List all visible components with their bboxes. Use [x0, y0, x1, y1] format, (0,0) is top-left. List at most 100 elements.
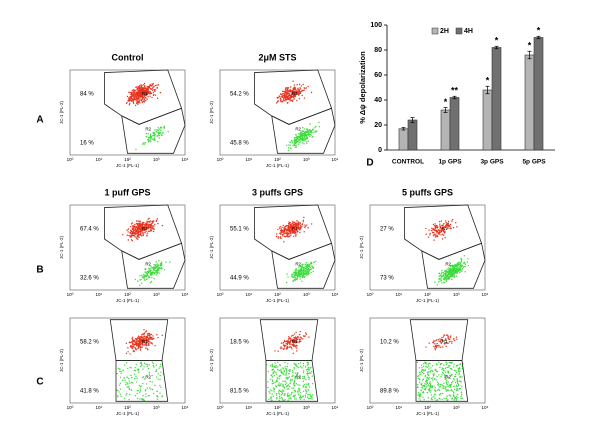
event-dot — [450, 264, 452, 267]
event-dot — [295, 341, 297, 344]
event-dot — [146, 365, 149, 368]
gate — [271, 107, 336, 154]
event-dot — [460, 395, 462, 398]
event-dot — [295, 228, 297, 231]
event-dot — [158, 128, 160, 130]
event-dot — [134, 278, 137, 281]
event-dot — [143, 362, 146, 365]
event-dot — [153, 337, 155, 340]
event-dot — [120, 370, 122, 373]
event-dot — [452, 366, 455, 368]
event-dot — [149, 380, 151, 383]
event-dot — [300, 391, 302, 394]
event-dot — [430, 398, 433, 400]
event-dot — [421, 371, 424, 374]
event-dot — [277, 350, 279, 352]
bar — [533, 37, 544, 151]
event-dot — [456, 388, 458, 390]
event-dot — [152, 271, 154, 274]
y-axis-label: JC-1 (FL-2) — [209, 101, 214, 125]
event-dot — [456, 268, 459, 270]
event-dot — [141, 230, 144, 232]
event-dot — [460, 394, 463, 396]
event-dot — [436, 381, 439, 383]
event-dot — [297, 387, 300, 390]
event-dot — [304, 276, 306, 278]
axis-tick-label: 10² — [124, 405, 131, 410]
event-dot — [418, 367, 421, 369]
event-dot — [142, 234, 144, 237]
event-dot — [141, 232, 143, 234]
event-dot — [128, 380, 131, 382]
event-dot — [153, 266, 156, 269]
event-dot — [154, 94, 157, 96]
event-dot — [431, 396, 433, 398]
event-dot — [452, 274, 454, 277]
event-dot — [144, 268, 146, 270]
event-dot — [419, 393, 421, 396]
event-dot — [293, 140, 295, 142]
event-dot — [271, 379, 274, 381]
event-dot — [147, 344, 150, 346]
event-dot — [133, 369, 135, 372]
event-dot — [434, 236, 437, 238]
event-dot — [298, 98, 301, 100]
event-dot — [145, 132, 148, 135]
event-dot — [311, 129, 314, 131]
event-dot — [419, 392, 421, 394]
event-dot — [302, 219, 305, 222]
y-axis-label: JC-1 (FL-2) — [359, 236, 364, 260]
event-dot — [423, 370, 425, 372]
event-dot — [446, 395, 448, 397]
event-dot — [140, 223, 143, 226]
event-dot — [289, 396, 291, 399]
event-dot — [438, 374, 440, 376]
event-dot — [450, 335, 452, 337]
axis-tick-label: 10⁰ — [367, 405, 374, 410]
event-dot — [287, 236, 289, 238]
event-dot — [135, 337, 137, 340]
event-dot — [295, 227, 297, 230]
event-dot — [303, 87, 305, 89]
event-dot — [307, 133, 309, 135]
event-dot — [284, 392, 286, 395]
event-dot — [431, 231, 434, 234]
significance-mark: * — [537, 26, 541, 36]
event-dot — [311, 396, 313, 398]
event-dot — [150, 88, 152, 91]
event-dot — [136, 89, 138, 91]
event-dot — [140, 230, 142, 233]
event-dot — [151, 96, 153, 99]
row-letter: A — [36, 115, 43, 126]
event-dot — [302, 267, 305, 269]
event-dot — [148, 394, 150, 397]
event-dot — [158, 367, 160, 369]
x-axis-label: JC-1 (FL-1) — [266, 163, 290, 168]
event-dot — [293, 336, 295, 339]
event-dot — [284, 91, 286, 93]
event-dot — [283, 370, 285, 373]
error-bar — [443, 107, 448, 113]
event-dot — [437, 382, 440, 385]
event-dot — [434, 228, 436, 230]
event-dot — [275, 392, 278, 395]
event-dot — [157, 84, 160, 86]
event-dot — [431, 386, 433, 388]
event-dot — [128, 341, 131, 343]
event-dot — [138, 102, 140, 104]
event-dot — [150, 225, 152, 227]
event-dot — [449, 270, 452, 272]
event-dot — [280, 231, 283, 233]
event-dot — [160, 129, 162, 132]
event-dot — [446, 384, 449, 386]
event-dot — [135, 220, 138, 222]
error-bar — [536, 35, 541, 40]
event-dot — [303, 143, 305, 145]
event-dot — [440, 342, 443, 344]
event-dot — [161, 395, 164, 397]
event-dot — [282, 383, 284, 386]
event-dot — [285, 228, 287, 230]
event-dot — [141, 344, 144, 346]
event-dot — [299, 394, 301, 397]
